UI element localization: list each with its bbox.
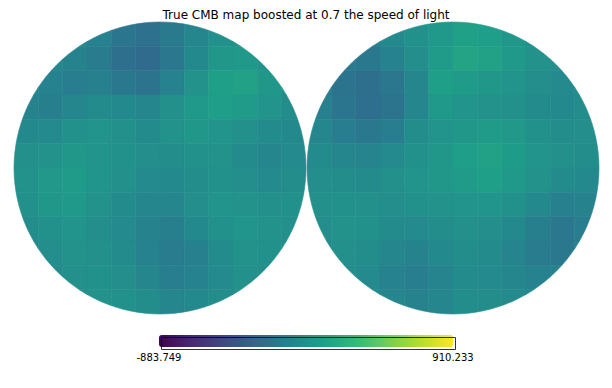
svg-text:True CMB map boosted at 0.7 th: True CMB map boosted at 0.7 the speed of… <box>162 8 450 22</box>
svg-text:-883.749: -883.749 <box>137 352 182 363</box>
svg-text:910.233: 910.233 <box>432 352 473 363</box>
